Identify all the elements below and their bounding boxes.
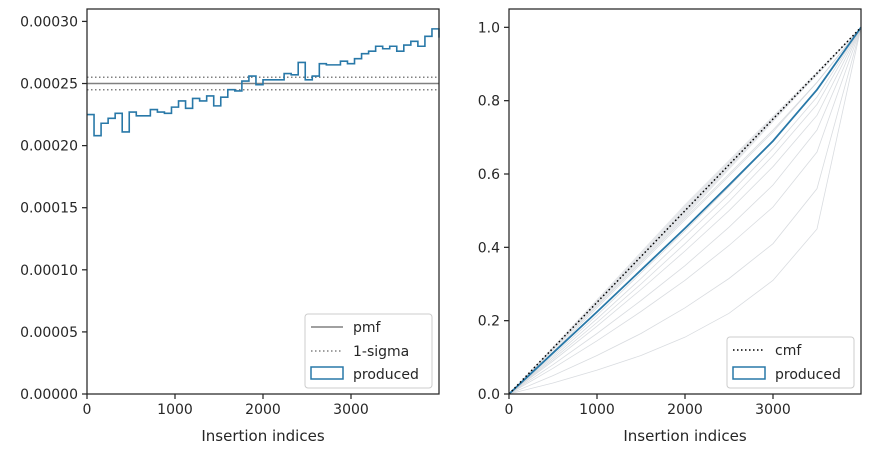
background-cdf-curve <box>508 27 862 395</box>
left-x-tick-label: 2000 <box>245 402 281 418</box>
left-y-tick-label: 0.00020 <box>20 139 78 155</box>
background-cdf-curve <box>508 27 862 395</box>
left-y-tick-label: 0.00015 <box>20 201 78 217</box>
produced-histogram <box>87 28 440 137</box>
background-cdf-curve <box>508 27 862 395</box>
left-y-tick-label: 0.00010 <box>20 263 78 279</box>
left-y-tick-label: 0.00000 <box>20 387 78 403</box>
background-cdf-curve <box>508 27 862 395</box>
legend-produced-label: produced <box>353 367 419 383</box>
left-x-tick-label: 3000 <box>333 402 369 418</box>
pmf-chart: 0 1000 2000 3000 0.000000.000050.000100.000… <box>20 8 440 445</box>
right-x-tick-label: 1000 <box>579 402 615 418</box>
legend-produced-swatch <box>310 366 344 380</box>
left-x-ticks: 0 1000 2000 3000 <box>83 394 369 418</box>
right-legend-box <box>726 336 855 389</box>
left-x-tick-label: 0 <box>83 402 92 418</box>
right-y-tick-label: 1.0 <box>478 20 500 36</box>
background-cdf-curve <box>508 27 862 395</box>
right-x-tick-label: 2000 <box>667 402 703 418</box>
right-x-tick-label: 0 <box>505 402 514 418</box>
legend-pmf-label: pmf <box>353 320 382 336</box>
background-cdf-curve <box>508 27 862 395</box>
background-cdf-curve <box>508 27 862 395</box>
left-legend: pmf 1-sigma produced <box>304 313 433 389</box>
cmf-chart: 0 1000 2000 3000 0.0 0.2 0.4 0.6 0.8 1.0 Inserti… <box>478 8 862 445</box>
left-x-tick-label: 1000 <box>157 402 193 418</box>
left-legend-box <box>304 313 433 389</box>
legend-produced-label: produced <box>775 367 841 383</box>
right-y-tick-label: 0.2 <box>478 314 500 330</box>
left-y-tick-label: 0.00005 <box>20 325 78 341</box>
produced-cdf-line <box>508 26 862 395</box>
right-y-ticks: 0.0 0.2 0.4 0.6 0.8 1.0 <box>478 20 509 403</box>
background-cdf-curve <box>508 27 862 395</box>
right-y-tick-label: 0.6 <box>478 167 500 183</box>
legend-1-sigma-label: 1-sigma <box>353 344 409 360</box>
produced-step-line <box>87 28 440 137</box>
left-x-axis-label: Insertion indices <box>201 427 324 445</box>
right-x-tick-label: 3000 <box>755 402 791 418</box>
right-y-tick-label: 0.0 <box>478 387 500 403</box>
legend-produced-swatch <box>732 366 766 380</box>
right-y-tick-label: 0.4 <box>478 240 500 256</box>
right-legend: cmf produced <box>726 336 855 389</box>
left-y-tick-label: 0.00025 <box>20 77 78 93</box>
background-cdf-curve <box>508 27 862 395</box>
right-y-tick-label: 0.8 <box>478 94 500 110</box>
cmf-diagonal-line <box>508 26 862 395</box>
right-plot-frame <box>508 8 862 395</box>
right-x-axis-label: Insertion indices <box>623 427 746 445</box>
left-y-tick-label: 0.00030 <box>20 14 78 30</box>
legend-cmf-label: cmf <box>775 343 802 359</box>
right-x-ticks: 0 1000 2000 3000 <box>505 394 791 418</box>
left-y-ticks: 0.00000 0.00005 0.00010 0.00015 0.00020 0.000… <box>20 14 87 403</box>
